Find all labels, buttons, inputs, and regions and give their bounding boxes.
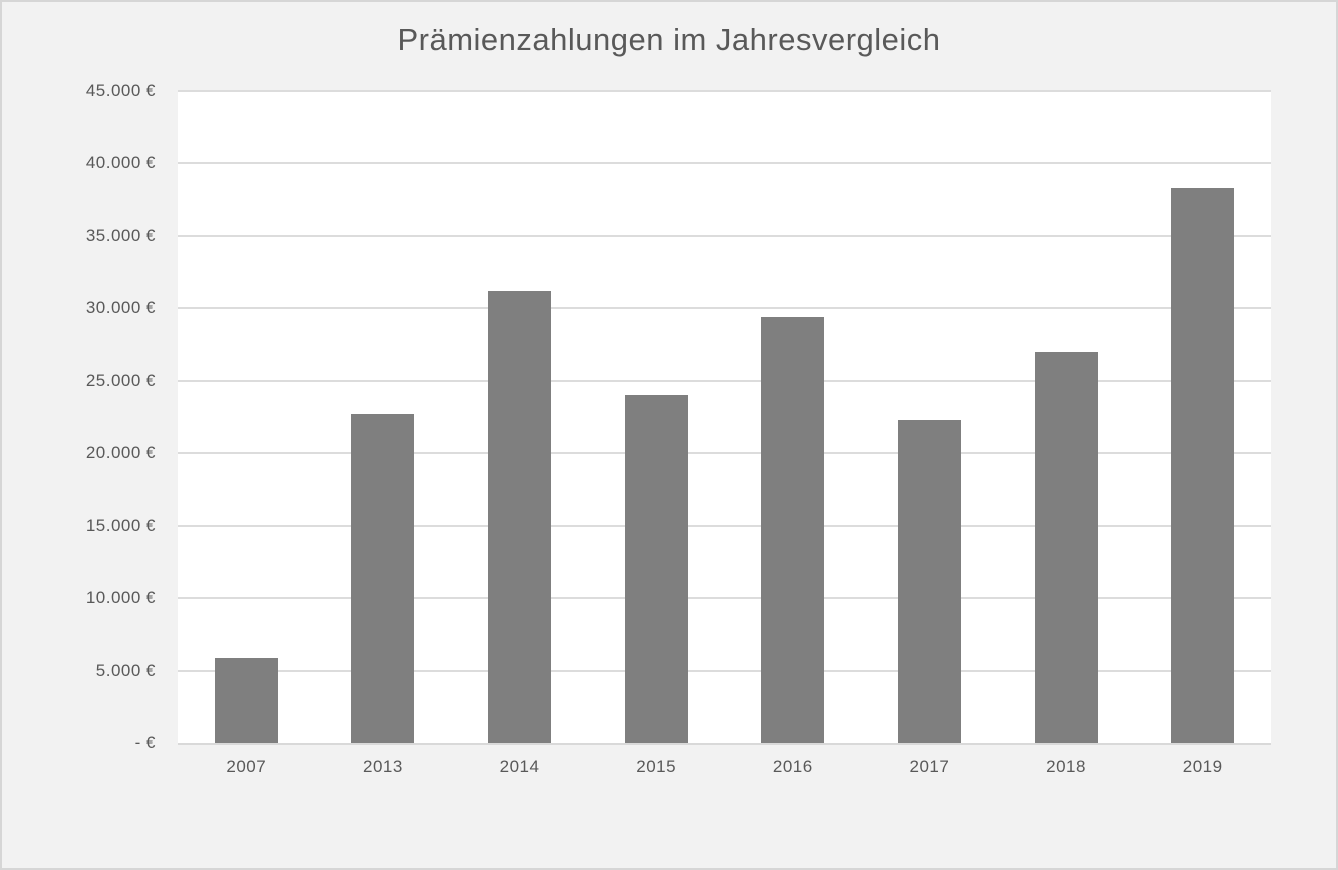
gridline-40000 xyxy=(178,162,1271,165)
x-axis-label-2017: 2017 xyxy=(909,757,950,776)
bar-2019 xyxy=(1171,188,1235,743)
gridline-10000 xyxy=(178,597,1271,600)
gridline-20000 xyxy=(178,452,1271,455)
y-axis-tick-label: 25.000 € xyxy=(85,370,156,390)
y-axis-tick-label: 10.000 € xyxy=(85,588,156,608)
gridline-15000 xyxy=(178,524,1271,527)
bar-2016 xyxy=(761,317,825,743)
y-axis-tick-label: 15.000 € xyxy=(85,515,156,535)
y-axis: 45.000 € 40.000 € 35.000 € 30.000 € 25.000 €… xyxy=(2,2,158,868)
y-axis-tick-label: 35.000 € xyxy=(85,225,156,245)
y-axis-tick-label: 45.000 € xyxy=(85,81,156,100)
x-axis-label-2018: 2018 xyxy=(1046,757,1086,776)
bar-2015 xyxy=(624,395,688,743)
x-axis-label-2014: 2014 xyxy=(499,757,540,776)
x-axis-label-2013: 2013 xyxy=(363,757,403,776)
x-axis-label-2015: 2015 xyxy=(636,757,677,776)
x-axis-label-2019: 2019 xyxy=(1182,757,1223,776)
plot-area xyxy=(178,90,1271,745)
x-axis-label-2007: 2007 xyxy=(226,757,267,776)
gridline-5000 xyxy=(178,669,1271,672)
x-axis-label-2016: 2016 xyxy=(772,757,813,776)
bar-2017 xyxy=(897,419,961,743)
bar-2014 xyxy=(488,290,552,743)
y-axis-tick-label: - € xyxy=(134,733,156,752)
gridline-30000 xyxy=(178,307,1271,310)
y-axis-tick-label: 30.000 € xyxy=(85,298,156,318)
gridline-35000 xyxy=(178,234,1271,237)
y-axis-tick-label: 5.000 € xyxy=(95,660,156,680)
y-axis-tick-label: 20.000 € xyxy=(85,443,156,463)
bar-2013 xyxy=(351,414,415,743)
chart-title: Prämienzahlungen im Jahresvergleich xyxy=(397,22,941,57)
bar-2018 xyxy=(1034,351,1098,743)
gridline-25000 xyxy=(178,379,1271,382)
gridline-45000 xyxy=(178,90,1271,92)
bar-2007 xyxy=(214,657,278,743)
y-axis-tick-label: 40.000 € xyxy=(85,153,156,173)
